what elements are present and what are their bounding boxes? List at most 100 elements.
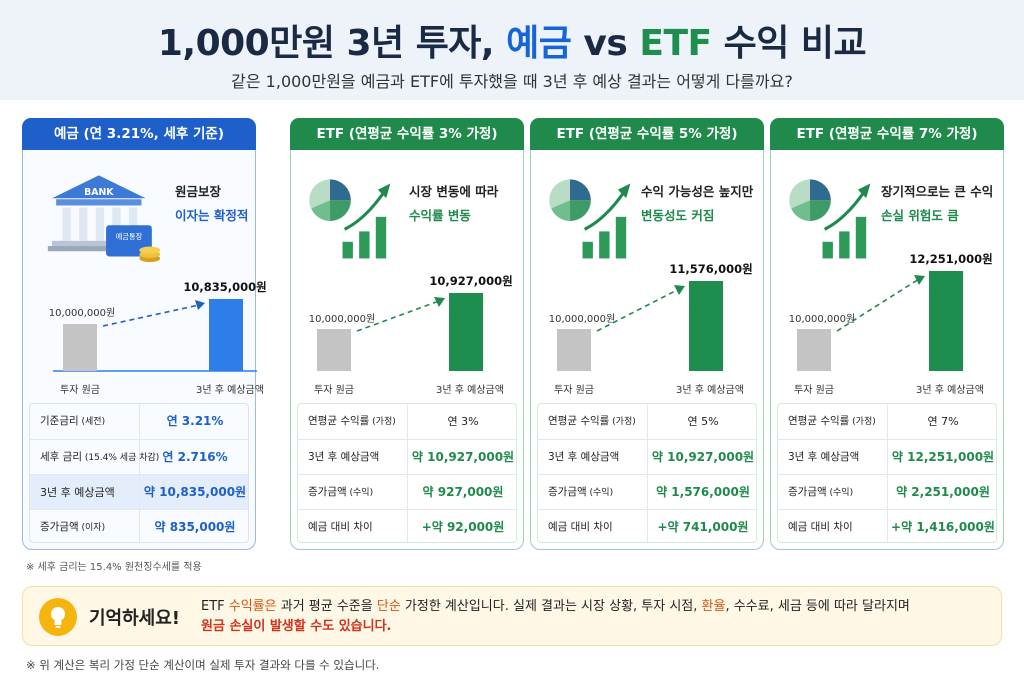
bar-value-label: 10,835,000원 [183, 280, 267, 294]
deposit-table: 기준금리 (세전) 연 3.21% 세후 금리 (15.4% 세금 차감) 연 2.… [29, 403, 249, 543]
row-key-note: (15.4% 세금 차감) [81, 453, 160, 463]
arrow-head [674, 285, 685, 295]
growth-chart-icon [549, 179, 631, 259]
table-row: 증가금액 (이자) 약 835,000원 [30, 509, 248, 542]
growth-arrow [102, 304, 200, 327]
row-value: 약 1,576,000원 [656, 485, 750, 499]
etf-card-3: ETF (연평균 수익률 3% 가정) 시장 변동에 따라 수익률 변동 10,… [290, 118, 524, 550]
bar-result [689, 281, 723, 371]
etf-card-header: ETF (연평균 수익률 7% 가정) [770, 118, 1004, 150]
title-deposit: 예금 [506, 23, 572, 64]
row-value: 약 10,835,000원 [143, 485, 247, 499]
etf-card-header: ETF (연평균 수익률 5% 가정) [530, 118, 764, 150]
etf-chart [317, 293, 483, 371]
row-key: 연평균 수익률 [788, 415, 850, 427]
page-title: 1,000만원 3년 투자, 예금 vs ETF 수익 비교 [0, 14, 1024, 66]
title-tail: 수익 비교 [711, 23, 867, 64]
table-row: 연평균 수익률 (가정) 연 7% [778, 404, 996, 439]
row-value: 연 5% [687, 415, 719, 428]
row-key-note: (가정) [849, 417, 876, 427]
bankbook-label: 예금통장 [116, 232, 143, 241]
etf-msg-1: 시장 변동에 따라 [409, 184, 499, 199]
row-value: 약 10,927,000원 [651, 450, 755, 464]
deposit-msg-2: 이자는 확정적 [175, 208, 249, 223]
notice-box: 기억하세요! ETF 수익률은 과거 평균 수준을 단순 가정한 계산입니다. … [22, 586, 1002, 646]
title-part: 1,000만원 3년 투자, [157, 23, 507, 64]
row-value: 연 3.21% [166, 414, 224, 428]
row-key: 기준금리 [40, 415, 79, 427]
row-value: 약 12,251,000원 [891, 450, 995, 464]
bar-principal [557, 329, 591, 371]
growth-chart-icon [309, 179, 391, 259]
row-value: +약 1,416,000원 [891, 520, 995, 534]
bar-value-label: 12,251,000원 [909, 252, 993, 266]
axis-label: 3년 후 예상금액 [676, 385, 744, 396]
bar-result [449, 293, 483, 371]
bar-value-label: 10,927,000원 [429, 274, 513, 288]
etf-card-header: ETF (연평균 수익률 3% 가정) [290, 118, 524, 150]
row-value: 약 927,000원 [422, 485, 504, 499]
row-value: +약 741,000원 [657, 520, 749, 534]
table-row: 연평균 수익률 (가정) 연 3% [298, 404, 516, 439]
row-value: 연 3% [447, 415, 479, 428]
table-row: 증가금액 (수익) 약 1,576,000원 [538, 474, 756, 510]
table-row: 세후 금리 (15.4% 세금 차감) 연 2.716% [30, 439, 248, 475]
etf-msg-2: 수익률 변동 [409, 208, 471, 223]
bar-value-label: 11,576,000원 [669, 262, 753, 276]
row-key: 세후 금리 [40, 451, 82, 463]
arrow-head [914, 275, 925, 285]
bar-result [209, 299, 243, 371]
axis-label: 투자 원금 [314, 385, 354, 396]
row-key: 연평균 수익률 [548, 415, 610, 427]
row-key: 증가금액 [548, 486, 587, 498]
axis-label: 3년 후 예상금액 [196, 385, 264, 396]
etf-card-5: ETF (연평균 수익률 5% 가정) 수익 가능성은 높지만 변동성도 커짐 … [530, 118, 764, 550]
row-key: 예금 대비 차이 [788, 521, 853, 533]
lightbulb-icon [39, 598, 77, 636]
axis-label: 3년 후 예상금액 [916, 385, 984, 396]
row-value: 약 10,927,000원 [411, 450, 515, 464]
row-key: 증가금액 [40, 521, 79, 533]
etf-card-7: ETF (연평균 수익률 7% 가정) 장기적으로는 큰 수익 손실 위험도 큼… [770, 118, 1004, 550]
row-value: 연 2.716% [162, 450, 228, 464]
etf-chart [797, 271, 963, 371]
axis-label: 투자 원금 [794, 385, 834, 396]
growth-arrow [596, 288, 680, 332]
axis-label: 투자 원금 [60, 385, 100, 396]
table-row: 기준금리 (세전) 연 3.21% [30, 404, 248, 439]
bar-value-label: 10,000,000원 [548, 314, 616, 325]
row-key: 증가금액 [788, 486, 827, 498]
growth-arrow [356, 300, 440, 332]
row-key: 예금 대비 차이 [548, 521, 613, 533]
etf-msg-2: 손실 위험도 큼 [881, 208, 959, 223]
row-value: 약 2,251,000원 [896, 485, 990, 499]
row-key: 3년 후 예상금액 [548, 451, 620, 463]
deposit-card-header: 예금 (연 3.21%, 세후 기준) [22, 118, 256, 150]
bank-icon: BANK 예금통장 [47, 175, 161, 263]
page-subtitle: 같은 1,000만원을 예금과 ETF에 투자했을 때 3년 후 예상 결과는 … [231, 72, 793, 91]
etf-table: 연평균 수익률 (가정) 연 7% 3년 후 예상금액 약 12,251,000원 증가… [777, 403, 997, 543]
axis-label: 3년 후 예상금액 [436, 385, 504, 396]
row-value: 연 7% [927, 415, 959, 428]
row-key-note: (세전) [78, 417, 106, 427]
row-key: 3년 후 예상금액 [40, 486, 115, 499]
row-key-note: (수익) [346, 488, 374, 498]
table-row: 3년 후 예상금액 약 10,927,000원 [538, 439, 756, 475]
deposit-msg-1: 원금보장 [175, 184, 222, 199]
row-key: 연평균 수익률 [308, 415, 370, 427]
etf-msg-2: 변동성도 커짐 [641, 208, 715, 223]
row-key: 증가금액 [308, 486, 347, 498]
row-value: +약 92,000원 [421, 520, 505, 534]
row-key-note: (이자) [78, 523, 106, 533]
row-key-note: (가정) [609, 417, 636, 427]
calc-footnote: ※ 위 계산은 복리 가정 단순 계산이며 실제 투자 결과와 다를 수 있습니… [26, 658, 380, 672]
bar-principal [797, 329, 831, 371]
tax-footnote: ※ 세후 금리는 15.4% 원천징수세를 적용 [26, 562, 202, 573]
row-value: 약 835,000원 [154, 520, 236, 534]
table-row: 예금 대비 차이 +약 741,000원 [538, 509, 756, 542]
bar-value-label: 10,000,000원 [308, 314, 376, 325]
table-row: 연평균 수익률 (가정) 연 5% [538, 404, 756, 439]
header-band: 1,000만원 3년 투자, 예금 vs ETF 수익 비교 같은 1,000만… [0, 0, 1024, 100]
row-key: 3년 후 예상금액 [308, 451, 380, 463]
arrow-head [434, 297, 445, 307]
